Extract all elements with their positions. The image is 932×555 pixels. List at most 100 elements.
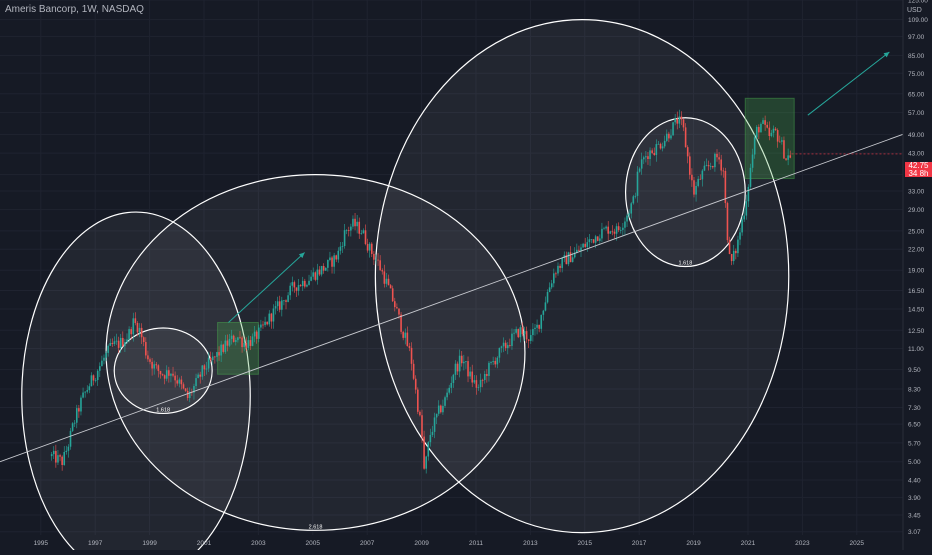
candle-body: [161, 374, 164, 376]
y-tick-label: 3.07: [908, 529, 921, 536]
candle-body: [653, 152, 656, 155]
candle-body: [718, 157, 720, 160]
candle-body: [601, 228, 603, 239]
arrow-line[interactable]: [807, 51, 890, 116]
candle-body: [278, 301, 281, 310]
candle-body: [452, 374, 455, 383]
candle-body: [732, 250, 735, 262]
candle-body: [465, 361, 467, 362]
candle-body: [343, 230, 346, 247]
candle-body: [404, 332, 407, 338]
candle-body: [716, 153, 718, 158]
candle-body: [749, 167, 752, 187]
candle-body: [766, 124, 769, 128]
candle-body: [611, 231, 614, 233]
candle-body: [594, 236, 597, 243]
candle-body: [555, 273, 557, 275]
price-axis[interactable]: 125.00 109.00 97.00 85.00 75.00 65.00 57.00 49.…: [908, 0, 928, 536]
candle-body: [498, 347, 501, 358]
y-tick-label: 22.00: [908, 247, 925, 254]
y-tick-label: 9.50: [908, 367, 921, 374]
candle-body: [228, 338, 231, 346]
y-tick-label: 97.00: [908, 34, 925, 41]
candle-body: [615, 226, 618, 234]
fib-circle[interactable]: [374, 19, 790, 534]
highlight-box[interactable]: [744, 97, 795, 180]
highlight-box[interactable]: [217, 321, 259, 375]
candle-body: [201, 365, 204, 377]
candle-body: [249, 340, 252, 346]
candle-body: [234, 340, 237, 342]
candle-body: [571, 257, 574, 263]
candle-body: [471, 371, 474, 383]
highlight-boxes: [217, 97, 795, 375]
candle-body: [55, 450, 57, 463]
time-axis[interactable]: 1995 1997 1999 2001 2003 2005 2007 2009 2011 2013…: [34, 540, 865, 547]
candle-body: [417, 389, 419, 412]
fib-circle[interactable]: [21, 211, 251, 555]
candle-body: [350, 226, 352, 231]
candle-body: [504, 342, 507, 349]
candle-body: [762, 120, 764, 124]
candle-body: [243, 342, 245, 348]
candle-body: [605, 226, 607, 229]
candle-body: [657, 143, 660, 145]
candle-body: [764, 120, 766, 125]
candle-body: [153, 364, 155, 369]
candle-body: [609, 231, 612, 234]
candle-body: [232, 335, 235, 342]
candle-body: [239, 337, 241, 339]
candle-body: [642, 157, 645, 160]
candle-body: [651, 150, 653, 153]
candle-body: [676, 118, 679, 124]
candle-body: [580, 247, 582, 251]
candle-body: [205, 368, 208, 370]
candle-body: [772, 128, 775, 133]
candle-body: [743, 215, 746, 220]
candle-body: [172, 373, 174, 376]
x-tick-label: 1999: [142, 540, 157, 547]
candle-body: [299, 285, 302, 287]
y-tick-label: 5.00: [908, 459, 921, 466]
candle-body: [132, 318, 135, 335]
candle-body: [477, 387, 480, 388]
candle-body: [370, 243, 373, 254]
candle-body: [632, 196, 635, 204]
y-tick-label: 11.00: [908, 346, 924, 353]
y-tick-label: 29.00: [908, 207, 925, 214]
candle-body: [283, 300, 285, 302]
candle-body: [67, 446, 70, 451]
candle-body: [448, 387, 450, 393]
x-tick-label: 2003: [251, 540, 266, 547]
candle-body: [145, 342, 147, 356]
candle-body: [341, 246, 344, 247]
candle-body: [304, 280, 306, 287]
y-tick-label: 3.90: [908, 495, 921, 502]
candle-body: [634, 195, 637, 197]
candle-body: [525, 331, 528, 340]
candle-body: [119, 337, 122, 348]
candle-body: [442, 405, 444, 413]
candle-body: [638, 168, 641, 172]
candle-body: [339, 246, 342, 251]
candle-body: [569, 252, 572, 263]
candle-body: [437, 405, 440, 414]
candle-body: [285, 300, 287, 302]
candle-body: [301, 280, 304, 287]
candle-body: [398, 308, 400, 315]
fib-circle-label: 2.618: [309, 524, 323, 530]
candle-body: [599, 238, 601, 241]
last-price-badge: 42.75 34 8h: [905, 162, 932, 177]
candle-body: [207, 357, 210, 369]
candle-body: [414, 378, 417, 390]
candle-body: [379, 260, 381, 271]
candle-body: [224, 340, 227, 352]
candle-body: [680, 116, 683, 120]
arrow-head: [883, 51, 890, 58]
trend-line[interactable]: [0, 133, 904, 463]
candle-body: [333, 255, 335, 267]
arrow-line[interactable]: [228, 252, 305, 323]
candle-body: [774, 128, 777, 131]
candle-body: [538, 324, 540, 329]
